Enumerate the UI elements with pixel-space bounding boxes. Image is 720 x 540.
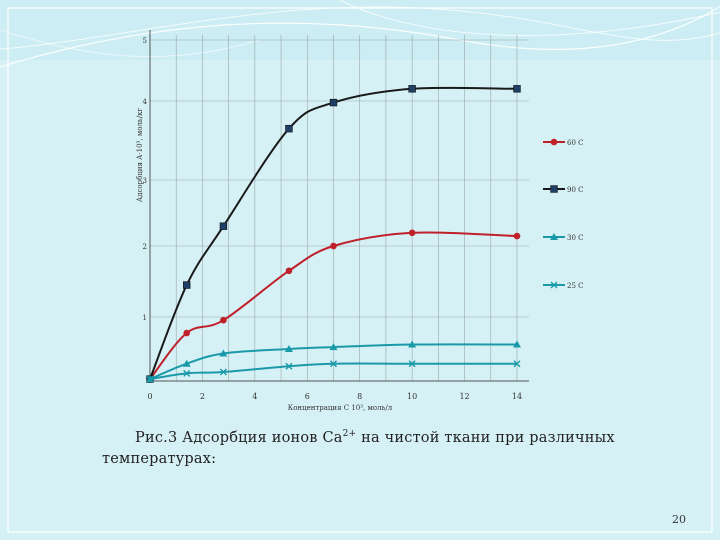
legend-marker-stroke (550, 281, 558, 289)
legend-item: 60 С (543, 138, 584, 147)
data-point-stroke (219, 368, 227, 376)
legend-marker (550, 138, 558, 146)
y-axis-label: Адсорбция А·10³, моль/кг (136, 108, 144, 203)
data-point (408, 340, 417, 348)
x-tick-label: 8 (357, 392, 362, 401)
x-tick-label: 14 (512, 392, 522, 401)
y-tick-label: 2 (143, 243, 147, 251)
data-point-stroke (408, 360, 416, 368)
data-point-stroke (285, 362, 293, 370)
chart-legend: 60 С 90 С 30 С 25 С (543, 138, 584, 290)
y-tick-label: 5 (143, 37, 147, 45)
series-3 (146, 360, 521, 383)
data-point (513, 340, 521, 348)
data-point (183, 329, 190, 337)
x-tick-label: 2 (200, 392, 205, 401)
chart-series (146, 85, 521, 383)
legend-marker (550, 233, 558, 240)
x-tick-label: 0 (147, 392, 152, 401)
page-number: 20 (672, 513, 686, 526)
y-tick-label: 3 (143, 177, 147, 185)
x-tick-label: 6 (305, 392, 310, 401)
x-axis-label: Концентрация С 10³, моль/л (288, 404, 393, 412)
caption-text-rest: на чистой ткани при различных (356, 429, 615, 446)
decor-curve-4 (0, 29, 261, 58)
data-point (146, 375, 154, 383)
caption-text: Рис.3 Адсорбция ионов Ca (135, 429, 343, 446)
data-point (183, 281, 191, 289)
caption-line2: температурах: (102, 450, 217, 467)
data-point (408, 360, 416, 368)
legend-item: 90 С (543, 185, 584, 194)
data-point (219, 222, 228, 230)
caption-superscript: 2+ (342, 429, 357, 439)
legend-item: 30 С (543, 233, 584, 242)
data-point (220, 316, 227, 324)
decor-curve-3 (339, 0, 720, 36)
data-point-stroke (146, 375, 154, 383)
figure-caption: Рис.3 Адсорбция ионов Ca2+ на чистой тка… (102, 424, 662, 470)
legend-label: 90 С (567, 186, 584, 194)
data-point (285, 124, 293, 133)
data-point (330, 242, 337, 250)
legend-marker (550, 185, 558, 193)
x-tick-label: 12 (459, 392, 469, 401)
data-point (285, 362, 293, 370)
legend-label: 30 С (567, 234, 584, 242)
data-point-stroke (513, 360, 521, 368)
data-point-stroke (330, 360, 337, 368)
y-tick-label: 4 (143, 98, 148, 106)
chart-grid (149, 35, 529, 381)
data-point (329, 98, 338, 107)
data-point (182, 359, 191, 367)
legend-label: 25 С (567, 282, 584, 290)
data-point (285, 267, 293, 275)
x-tick-label: 10 (407, 392, 417, 401)
data-point (330, 360, 337, 368)
legend-marker (550, 281, 558, 289)
data-point (513, 232, 521, 240)
legend-item: 25 С (543, 281, 584, 290)
data-point (513, 85, 521, 93)
data-point (219, 349, 228, 357)
data-point (513, 360, 521, 368)
data-point (408, 85, 416, 93)
data-point (183, 369, 191, 377)
data-point (284, 345, 293, 352)
data-point (408, 229, 416, 237)
y-tick-label: 1 (143, 314, 147, 322)
data-point (219, 368, 227, 376)
data-point (329, 343, 338, 351)
page-border (7, 7, 713, 533)
data-point-stroke (183, 369, 191, 377)
x-tick-label: 4 (252, 392, 257, 401)
legend-label: 60 С (567, 139, 584, 147)
